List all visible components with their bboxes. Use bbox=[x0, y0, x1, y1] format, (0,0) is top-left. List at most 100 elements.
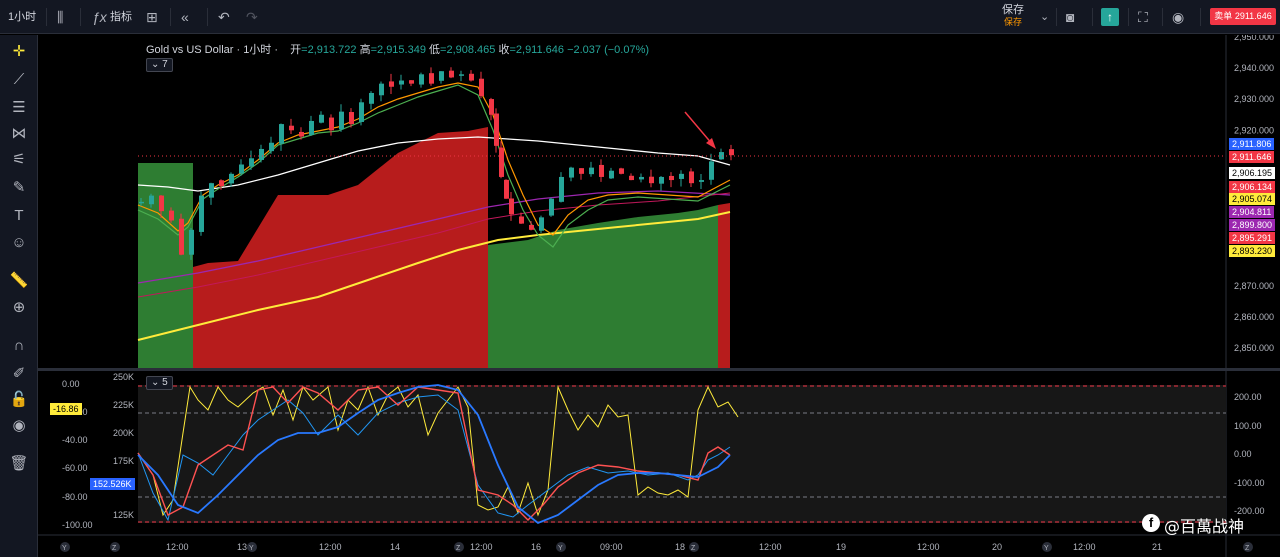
price-tick-label: 2,930.000 bbox=[1234, 94, 1274, 104]
candle-body bbox=[279, 124, 284, 144]
fx-icon[interactable]: ƒx bbox=[92, 9, 107, 25]
ruler-icon[interactable]: 📏 bbox=[9, 272, 29, 289]
candle-body bbox=[449, 70, 454, 78]
candle-body bbox=[209, 183, 214, 198]
candle-body bbox=[619, 168, 624, 174]
candle-body bbox=[559, 176, 564, 202]
oscillator-axes[interactable]: 0.00-20.00-40.00-60.00-80.00-100.00250K2… bbox=[62, 372, 1265, 530]
text-icon[interactable]: T bbox=[14, 207, 24, 224]
time-tick-label: 12:00 bbox=[319, 542, 342, 552]
camera-icon[interactable]: ◙ bbox=[1066, 9, 1075, 25]
price-badge: 2,895.291 bbox=[1229, 232, 1276, 244]
time-tick-label: 21 bbox=[1152, 542, 1162, 552]
candle-body bbox=[529, 224, 534, 230]
candle-body bbox=[459, 74, 464, 76]
sell-price: 2911.646 bbox=[1234, 11, 1272, 21]
candle-body bbox=[189, 229, 194, 255]
chevron-down-icon[interactable]: ⌄ bbox=[1040, 11, 1050, 23]
time-tick-label: 20 bbox=[992, 542, 1002, 552]
save-label: 保存 bbox=[1002, 4, 1024, 16]
candle-body bbox=[239, 164, 244, 174]
volume-tick: 200K bbox=[113, 428, 134, 438]
eye-icon[interactable]: ◉ bbox=[1172, 9, 1185, 25]
sell-label: 卖单 bbox=[1214, 11, 1233, 21]
candle-body bbox=[329, 117, 334, 131]
replay-icon[interactable]: « bbox=[181, 9, 189, 25]
candle-body bbox=[379, 83, 384, 96]
save-button[interactable]: 保存 保存 bbox=[998, 4, 1028, 30]
candlestick-series bbox=[139, 67, 734, 260]
chart-legend: Gold vs US Dollar · 1小时 · 开=2,913.722 高=… bbox=[146, 41, 649, 57]
bar-style-icon[interactable]: ⫼ bbox=[57, 9, 64, 25]
emoji-icon[interactable]: ☺ bbox=[11, 234, 27, 251]
volume-tick: 250K bbox=[113, 372, 134, 382]
candle-body bbox=[259, 148, 264, 160]
interval-button[interactable]: 1小时 bbox=[8, 11, 37, 23]
candle-body bbox=[469, 73, 474, 81]
facebook-icon: f bbox=[1142, 514, 1160, 532]
indicators-button[interactable]: 指标 bbox=[110, 11, 132, 23]
time-tick-label: 18 bbox=[675, 542, 685, 552]
left-drawing-toolbar: ✛ ⟋ ☰ ⋈ ⚟ ✎ T ☺ 📏 ⊕ ∩ ✐ 🔓 ◉ 🗑 bbox=[0, 35, 38, 557]
lock-drawing-icon[interactable]: ✐ bbox=[12, 365, 26, 382]
timeframe-badge-circle bbox=[689, 542, 699, 552]
close-key: 收 bbox=[498, 44, 510, 56]
candle-body bbox=[629, 175, 634, 181]
osc-left-tick: -40.00 bbox=[62, 435, 88, 445]
candle-body bbox=[369, 92, 374, 104]
candle-body bbox=[179, 218, 184, 255]
layouts-icon[interactable]: ⊞ bbox=[146, 9, 158, 25]
candle-body bbox=[389, 81, 394, 87]
price-tick-label: 2,920.000 bbox=[1234, 125, 1274, 135]
osc-blue-line bbox=[137, 394, 731, 522]
undo-icon[interactable]: ↶ bbox=[218, 9, 230, 25]
candle-body bbox=[589, 167, 594, 175]
publish-icon[interactable]: ↑ bbox=[1101, 8, 1119, 26]
price-badge: 2,905.074 bbox=[1229, 193, 1276, 205]
osc-left-tick: -100.00 bbox=[62, 520, 93, 530]
close-value: =2,911.646 bbox=[509, 44, 565, 56]
symbol-title[interactable]: Gold vs US Dollar · 1小时 · bbox=[146, 44, 279, 56]
osc-collapse-toggle[interactable]: ⌄ 5 bbox=[146, 376, 173, 390]
chart-canvas[interactable]: 2,950.000 2,940.000 2,930.000 2,920.000 2,87… bbox=[38, 35, 1280, 557]
ma-green-line bbox=[137, 84, 731, 248]
osc-indicators-count: 5 bbox=[162, 377, 168, 388]
lock-icon[interactable]: 🔓 bbox=[9, 391, 29, 408]
change-value: −2.037 (−0.07%) bbox=[567, 44, 650, 56]
price-tick-label: 2,950.000 bbox=[1234, 35, 1274, 42]
arrow-annotation[interactable] bbox=[684, 111, 716, 149]
candle-body bbox=[219, 180, 224, 187]
timeframe-badge-circle bbox=[454, 542, 464, 552]
candle-body bbox=[289, 125, 294, 131]
fib-icon[interactable]: ☰ bbox=[12, 99, 26, 116]
candle-body bbox=[439, 71, 444, 81]
crosshair-icon[interactable]: ✛ bbox=[12, 43, 26, 60]
indicators-collapse-toggle[interactable]: ⌄ 7 bbox=[146, 58, 173, 72]
fullscreen-icon[interactable]: ⛶ bbox=[1138, 9, 1148, 25]
time-tick-label: 19 bbox=[836, 542, 846, 552]
price-badge: 2,911.806 bbox=[1229, 138, 1275, 150]
candle-body bbox=[399, 80, 404, 85]
pattern-icon[interactable]: ⋈ bbox=[11, 125, 27, 142]
timeframe-badge: Y bbox=[558, 545, 563, 552]
magnet-icon[interactable]: ∩ bbox=[13, 337, 25, 354]
timeframe-badge-circle bbox=[247, 542, 257, 552]
redo-icon[interactable]: ↷ bbox=[246, 9, 258, 25]
candle-body bbox=[409, 80, 414, 84]
time-axis[interactable]: 12:00 13 12:00 14 12:00 16 09:00 18 12:00 19 12:00… bbox=[60, 542, 1253, 552]
brush-icon[interactable]: ✎ bbox=[12, 179, 26, 196]
price-badge: 2,906.195 bbox=[1229, 167, 1276, 179]
price-tick-label: 2,940.000 bbox=[1234, 63, 1274, 73]
trendline-icon[interactable]: ⟋ bbox=[13, 71, 25, 88]
forecast-icon[interactable]: ⚟ bbox=[12, 151, 26, 168]
candle-body bbox=[499, 147, 504, 177]
sell-button[interactable]: 卖单 2911.646 bbox=[1210, 8, 1276, 25]
time-tick-label: 14 bbox=[390, 542, 400, 552]
candle-body bbox=[609, 170, 614, 179]
candle-body bbox=[494, 113, 499, 146]
zoom-icon[interactable]: ⊕ bbox=[12, 299, 26, 316]
trash-icon[interactable]: 🗑 bbox=[9, 455, 29, 472]
time-tick-label: 12:00 bbox=[1073, 542, 1096, 552]
price-axis[interactable]: 2,950.000 2,940.000 2,930.000 2,920.000 2,87… bbox=[1234, 35, 1274, 353]
eye-icon[interactable]: ◉ bbox=[12, 417, 26, 434]
